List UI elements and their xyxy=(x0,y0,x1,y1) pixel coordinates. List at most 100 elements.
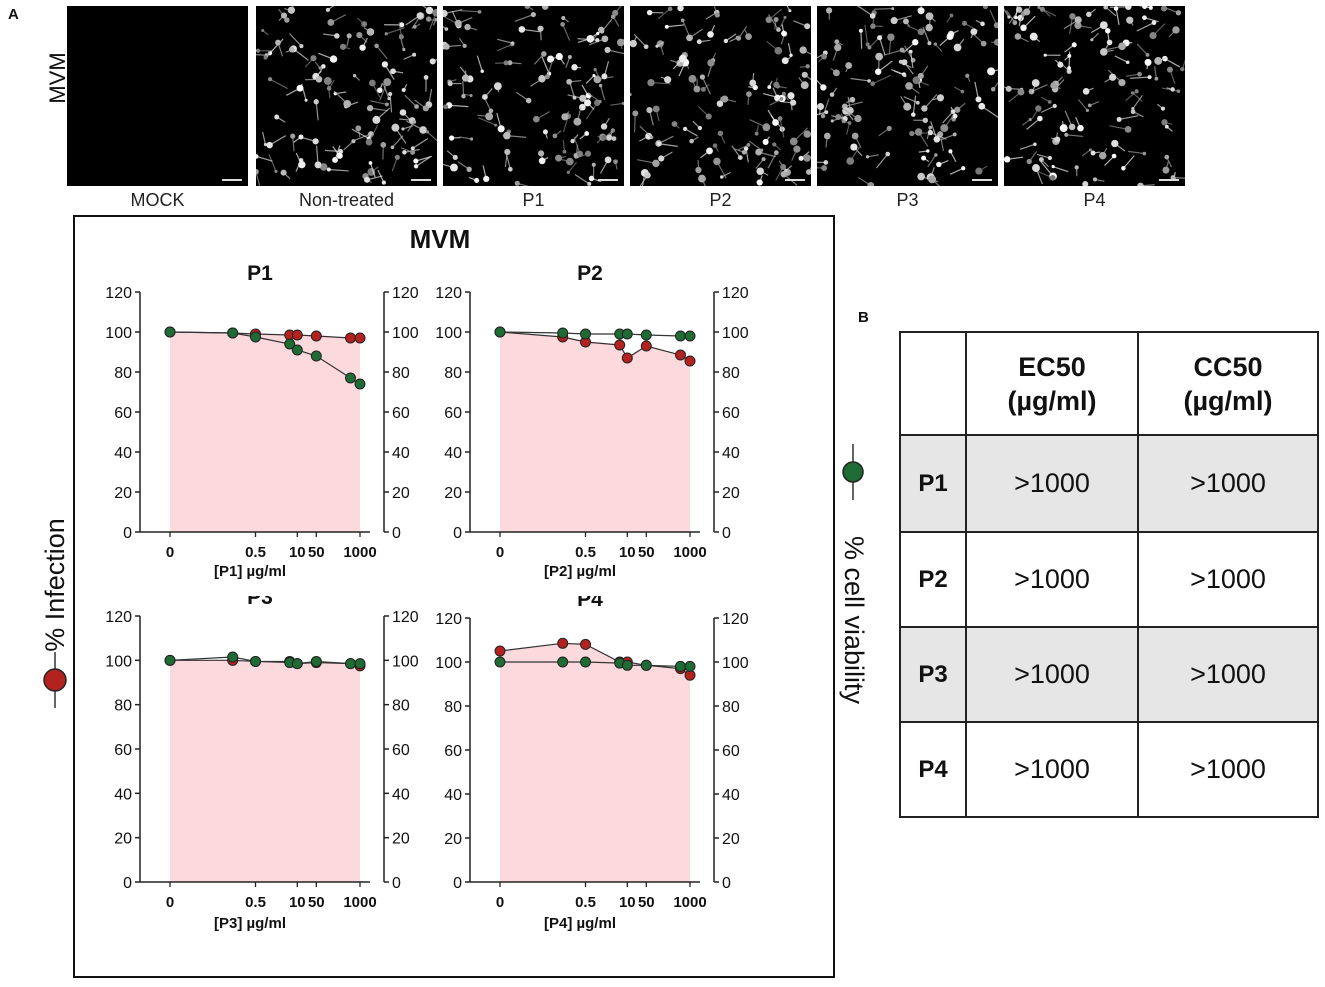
infection-point xyxy=(675,349,686,361)
y2-tick-label: 120 xyxy=(392,285,419,302)
y-tick-label: 20 xyxy=(114,485,132,502)
micrograph-image xyxy=(1004,6,1185,186)
micrograph-image xyxy=(443,6,624,186)
row-name: P3 xyxy=(899,626,967,723)
dose-response-chart: 0 0 20 20 40 40 60 60 80 80 100 100 120 120 0 0.5 10 50 10… xyxy=(105,596,419,932)
infection-marker-icon xyxy=(43,652,67,708)
y-tick-label: 80 xyxy=(444,365,462,382)
infection-area xyxy=(170,332,360,532)
y-tick-label: 40 xyxy=(114,786,132,803)
scale-bar xyxy=(1159,179,1179,181)
x-tick-label: 1000 xyxy=(673,544,706,561)
y-tick-label: 100 xyxy=(105,653,132,670)
y2-tick-label: 120 xyxy=(722,285,749,302)
viability-point xyxy=(557,327,569,339)
scale-bar xyxy=(411,179,431,181)
infection-point xyxy=(310,330,322,342)
infection-point xyxy=(557,637,569,649)
viability-point xyxy=(675,330,686,342)
viability-point xyxy=(250,331,261,343)
chart-title: P1 xyxy=(247,262,273,285)
infection-point xyxy=(614,339,626,351)
y2-tick-label: 60 xyxy=(392,405,410,422)
micrograph-label: Non-treated xyxy=(298,190,395,210)
table-header-cc50: CC50 (µg/ml) xyxy=(1137,331,1319,436)
y-tick-label: 40 xyxy=(444,787,462,804)
infection-point xyxy=(291,329,303,341)
table-header-ec50: EC50 (µg/ml) xyxy=(965,331,1139,436)
viability-marker-icon xyxy=(842,444,864,500)
y-tick-label: 100 xyxy=(105,325,132,342)
x-tick-label: 50 xyxy=(638,544,655,561)
viability-point xyxy=(164,654,176,666)
y-tick-label: 100 xyxy=(435,655,462,672)
chart-title: P2 xyxy=(577,262,603,285)
dose-response-chart: 0 0 20 20 40 40 60 60 80 80 100 100 120 120 0 0.5 10 50 10… xyxy=(105,262,419,580)
y-tick-label: 100 xyxy=(435,325,462,342)
y2-tick-label: 120 xyxy=(722,611,749,628)
scale-bar xyxy=(222,179,242,181)
cc50-cell: >1000 xyxy=(1137,626,1319,723)
viability-point xyxy=(250,655,261,667)
table-row: P2 >1000 >1000 xyxy=(899,531,1319,628)
scale-bar xyxy=(598,179,618,181)
table-row: P3 >1000 >1000 xyxy=(899,626,1319,723)
x-tick-label: 50 xyxy=(308,894,325,911)
scale-bar xyxy=(972,179,992,181)
x-axis-label: [P4] µg/ml xyxy=(544,915,616,932)
y2-tick-label: 100 xyxy=(392,325,419,342)
table-header-empty xyxy=(899,331,967,436)
table-row: P1 >1000 >1000 xyxy=(899,434,1319,533)
y2-tick-label: 0 xyxy=(722,875,731,892)
viability-point xyxy=(494,656,506,668)
viability-point xyxy=(284,338,296,350)
infection-point xyxy=(345,332,356,344)
viability-point xyxy=(227,651,239,663)
viability-point xyxy=(580,328,591,340)
y2-tick-label: 0 xyxy=(392,875,401,892)
row-name: P2 xyxy=(899,531,967,628)
infection-point xyxy=(640,340,652,352)
y-tick-label: 40 xyxy=(444,445,462,462)
viability-point xyxy=(684,330,696,342)
panel-label-a: A xyxy=(8,6,19,23)
chart-title: P3 xyxy=(247,596,273,609)
y-tick-label: 0 xyxy=(453,875,462,892)
viability-point xyxy=(354,658,366,670)
micrograph-label: P4 xyxy=(1083,190,1106,210)
infection-point xyxy=(684,355,696,367)
viability-point xyxy=(164,326,176,338)
micrograph-label: P2 xyxy=(709,190,732,210)
x-tick-label: 10 xyxy=(619,894,636,911)
y2-tick-label: 20 xyxy=(722,831,740,848)
viability-point xyxy=(345,658,356,670)
y-tick-label: 0 xyxy=(123,875,132,892)
viability-point xyxy=(640,329,652,341)
y2-tick-label: 100 xyxy=(722,655,749,672)
ec50-cell: >1000 xyxy=(965,626,1139,723)
x-tick-label: 50 xyxy=(308,544,325,561)
y-tick-label: 120 xyxy=(435,611,462,628)
y2-tick-label: 60 xyxy=(392,742,410,759)
x-tick-label: 0 xyxy=(166,894,174,911)
y2-tick-label: 40 xyxy=(722,445,740,462)
x-tick-label: 10 xyxy=(619,544,636,561)
viability-point xyxy=(227,327,239,339)
charts-box-title: MVM xyxy=(409,224,471,254)
ec50-cell: >1000 xyxy=(965,721,1139,818)
y2-tick-label: 120 xyxy=(392,609,419,626)
y2-tick-label: 80 xyxy=(392,365,410,382)
y-tick-label: 0 xyxy=(123,525,132,542)
y-tick-label: 60 xyxy=(444,405,462,422)
table-header-row: EC50 (µg/ml) CC50 (µg/ml) xyxy=(899,331,1319,436)
viability-point xyxy=(684,660,696,672)
viability-point xyxy=(675,660,686,672)
y2-tick-label: 0 xyxy=(392,525,401,542)
viability-point xyxy=(345,372,356,384)
micrograph-label: MOCK xyxy=(130,190,185,210)
micrograph-label: P1 xyxy=(522,190,545,210)
viability-point xyxy=(354,378,366,390)
y-tick-label: 60 xyxy=(114,405,132,422)
infection-legend: % Infection xyxy=(30,470,80,720)
table-row: P4 >1000 >1000 xyxy=(899,721,1319,818)
